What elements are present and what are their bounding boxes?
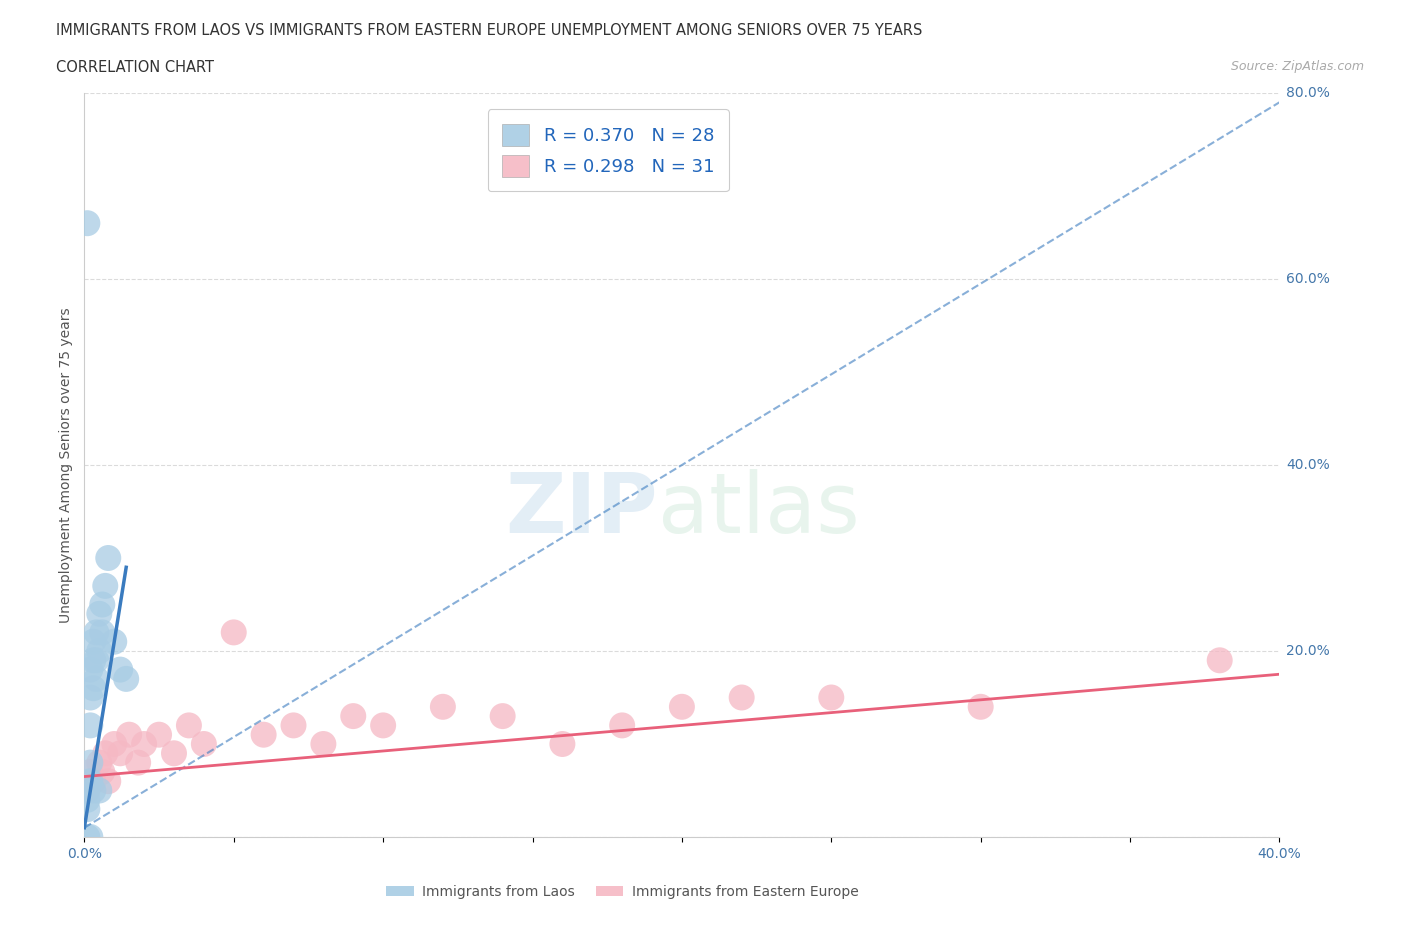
Text: atlas: atlas xyxy=(658,469,859,551)
Point xyxy=(432,699,454,714)
Point xyxy=(76,792,98,807)
Point xyxy=(193,737,215,751)
Y-axis label: Unemployment Among Seniors over 75 years: Unemployment Among Seniors over 75 years xyxy=(59,307,73,623)
Point xyxy=(94,746,117,761)
Point xyxy=(76,216,98,231)
Point xyxy=(82,783,104,798)
Point xyxy=(371,718,394,733)
Point xyxy=(79,764,101,779)
Legend: Immigrants from Laos, Immigrants from Eastern Europe: Immigrants from Laos, Immigrants from Ea… xyxy=(380,880,865,905)
Point xyxy=(76,783,98,798)
Point xyxy=(79,830,101,844)
Point xyxy=(312,737,335,751)
Point xyxy=(820,690,842,705)
Point xyxy=(79,662,101,677)
Point xyxy=(103,737,125,751)
Point xyxy=(86,653,108,668)
Point xyxy=(492,709,515,724)
Text: CORRELATION CHART: CORRELATION CHART xyxy=(56,60,214,75)
Point xyxy=(82,653,104,668)
Point xyxy=(89,783,111,798)
Text: IMMIGRANTS FROM LAOS VS IMMIGRANTS FROM EASTERN EUROPE UNEMPLOYMENT AMONG SENIOR: IMMIGRANTS FROM LAOS VS IMMIGRANTS FROM … xyxy=(56,23,922,38)
Point xyxy=(89,755,111,770)
Text: 80.0%: 80.0% xyxy=(1286,86,1330,100)
Point xyxy=(97,774,120,789)
Point xyxy=(94,578,117,593)
Point xyxy=(82,681,104,696)
Point xyxy=(97,551,120,565)
Point xyxy=(103,634,125,649)
Point xyxy=(76,783,98,798)
Point xyxy=(91,597,114,612)
Point xyxy=(731,690,754,705)
Point xyxy=(89,606,111,621)
Point xyxy=(91,764,114,779)
Text: ZIP: ZIP xyxy=(506,469,658,551)
Point xyxy=(177,718,200,733)
Point xyxy=(118,727,141,742)
Point xyxy=(110,662,132,677)
Text: Source: ZipAtlas.com: Source: ZipAtlas.com xyxy=(1230,60,1364,73)
Point xyxy=(148,727,170,742)
Point xyxy=(79,718,101,733)
Point xyxy=(91,625,114,640)
Point xyxy=(79,755,101,770)
Point xyxy=(76,802,98,817)
Point xyxy=(110,746,132,761)
Point xyxy=(671,699,693,714)
Point xyxy=(1208,653,1232,668)
Point xyxy=(222,625,245,640)
Point xyxy=(970,699,993,714)
Point xyxy=(79,690,101,705)
Point xyxy=(283,718,305,733)
Point xyxy=(89,644,111,658)
Point xyxy=(253,727,276,742)
Text: 40.0%: 40.0% xyxy=(1286,458,1330,472)
Point xyxy=(610,718,633,733)
Point xyxy=(163,746,186,761)
Point xyxy=(551,737,574,751)
Text: 60.0%: 60.0% xyxy=(1286,272,1330,286)
Point xyxy=(82,774,104,789)
Point xyxy=(79,774,101,789)
Point xyxy=(86,625,108,640)
Point xyxy=(132,737,156,751)
Point xyxy=(127,755,149,770)
Point xyxy=(115,671,138,686)
Point xyxy=(86,671,108,686)
Point xyxy=(342,709,364,724)
Point xyxy=(82,634,104,649)
Point xyxy=(76,830,98,844)
Text: 20.0%: 20.0% xyxy=(1286,644,1330,658)
